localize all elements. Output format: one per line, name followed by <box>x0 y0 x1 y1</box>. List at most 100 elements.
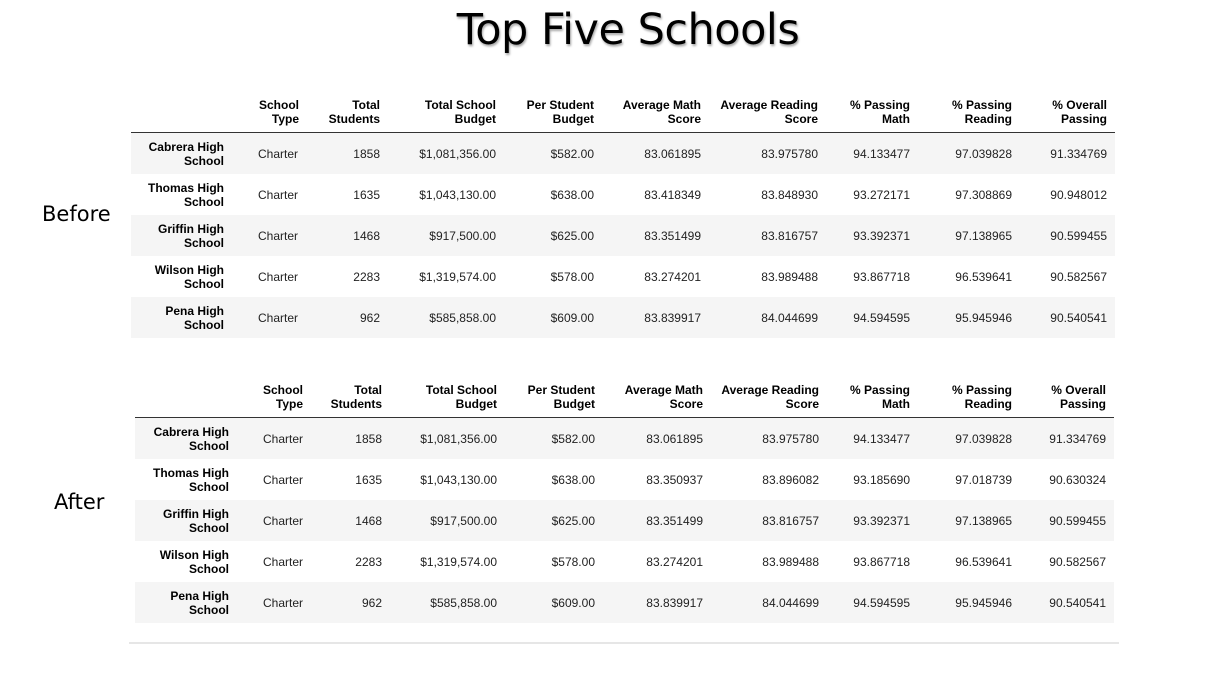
table-cell: 94.133477 <box>827 417 918 459</box>
table-cell: 94.594595 <box>826 297 918 338</box>
table-cell: 83.274201 <box>602 256 709 297</box>
school-name-text: Pena High <box>170 588 229 603</box>
table-cell: $582.00 <box>505 417 603 459</box>
table-row: Cabrera High School Charter 1858 $1,081,356.… <box>135 417 1114 459</box>
table-row: Thomas High School Charter 1635 $1,043,130.0… <box>135 459 1114 500</box>
table-row: Thomas High School Charter 1635 $1,043,130.0… <box>131 174 1115 215</box>
table-row: Griffin High School Charter 1468 $917,500.00… <box>135 500 1114 541</box>
table-cell: $582.00 <box>504 132 602 174</box>
column-header <box>131 96 232 133</box>
school-name-text: Wilson High <box>159 547 229 562</box>
table-cell: $1,043,130.00 <box>388 174 504 215</box>
column-header: % Passing Math <box>827 381 918 418</box>
table-cell: 90.540541 <box>1020 297 1115 338</box>
header-row: School Type Total Students Total School Budge… <box>131 96 1115 133</box>
table-cell: $585,858.00 <box>388 297 504 338</box>
column-header: Per Student Budget <box>504 96 602 133</box>
column-header-text: Score <box>785 397 819 411</box>
table-cell: $1,081,356.00 <box>390 417 505 459</box>
table-cell: 94.133477 <box>826 132 918 174</box>
after-table-header: School Type Total Students Total School Budge… <box>135 381 1114 418</box>
school-name-text: School <box>183 153 224 168</box>
after-label: After <box>54 490 105 514</box>
table-cell: $1,319,574.00 <box>390 541 505 582</box>
table-cell: $625.00 <box>505 500 603 541</box>
column-header: Average Reading Score <box>709 96 826 133</box>
table-cell: 1468 <box>311 500 390 541</box>
table-cell: 97.039828 <box>918 132 1020 174</box>
column-header-text: Reading <box>964 112 1012 126</box>
table-cell: 2283 <box>307 256 388 297</box>
table-cell: 83.350937 <box>603 459 711 500</box>
column-header-text: Reading <box>964 397 1012 411</box>
table-cell: 90.540541 <box>1020 582 1114 623</box>
column-header-text: Total <box>352 98 380 112</box>
table-cell: 95.945946 <box>918 297 1020 338</box>
table-cell: 1858 <box>307 132 388 174</box>
column-header-text: Passing <box>1059 397 1106 411</box>
school-name-text: School <box>183 235 224 250</box>
school-name-text: Thomas High <box>147 180 224 195</box>
table-cell: 83.816757 <box>709 215 826 256</box>
column-header: School Type <box>232 96 307 133</box>
after-table: School Type Total Students Total School Budge… <box>135 381 1114 623</box>
school-name-text: School <box>183 317 224 332</box>
before-table-header: School Type Total Students Total School Budge… <box>131 96 1115 133</box>
table-cell: 95.945946 <box>918 582 1020 623</box>
school-name: Griffin High School <box>131 215 232 256</box>
column-header: Average Math Score <box>603 381 711 418</box>
school-name: Cabrera High School <box>131 132 232 174</box>
table-cell: Charter <box>232 132 307 174</box>
table-cell: 93.272171 <box>826 174 918 215</box>
table-cell: 93.867718 <box>826 256 918 297</box>
table-cell: 83.418349 <box>602 174 709 215</box>
header-row: School Type Total Students Total School Budge… <box>135 381 1114 418</box>
column-header-text: Math <box>882 397 910 411</box>
table-cell: 83.989488 <box>709 256 826 297</box>
column-header: % Passing Math <box>826 96 918 133</box>
before-table: School Type Total Students Total School Budge… <box>131 96 1115 338</box>
table-cell: $1,319,574.00 <box>388 256 504 297</box>
table-cell: 96.539641 <box>918 541 1020 582</box>
table-cell: Charter <box>232 174 307 215</box>
table-row: Pena High School Charter 962 $585,858.00 $609… <box>135 582 1114 623</box>
column-header: Average Reading Score <box>711 381 827 418</box>
column-header-text: School <box>262 383 303 397</box>
table-row: Pena High School Charter 962 $585,858.00 $609… <box>131 297 1115 338</box>
table-cell: $578.00 <box>504 256 602 297</box>
column-header-text: Per Student <box>526 98 594 112</box>
table-cell: 1635 <box>307 174 388 215</box>
table-cell: $625.00 <box>504 215 602 256</box>
table-cell: 97.138965 <box>918 215 1020 256</box>
column-header-text: Total <box>354 383 382 397</box>
column-header-text: Average Math <box>624 383 703 397</box>
table-cell: 94.594595 <box>827 582 918 623</box>
table-cell: 83.274201 <box>603 541 711 582</box>
bottom-divider <box>129 642 1119 644</box>
column-header-text: Score <box>669 397 703 411</box>
table-cell: 90.582567 <box>1020 256 1115 297</box>
column-header-text: School <box>258 98 299 112</box>
table-cell: 1858 <box>311 417 390 459</box>
table-cell: 83.896082 <box>711 459 827 500</box>
column-header: Per Student Budget <box>505 381 603 418</box>
table-cell: Charter <box>232 215 307 256</box>
table-cell: 96.539641 <box>918 256 1020 297</box>
column-header-text: Per Student <box>527 383 595 397</box>
school-name-text: School <box>188 561 229 576</box>
table-cell: 83.816757 <box>711 500 827 541</box>
column-header-text: Students <box>328 112 380 126</box>
table-cell: Charter <box>232 256 307 297</box>
table-cell: $917,500.00 <box>390 500 505 541</box>
column-header <box>135 381 237 418</box>
table-cell: 83.975780 <box>709 132 826 174</box>
table-cell: $585,858.00 <box>390 582 505 623</box>
table-row: Griffin High School Charter 1468 $917,500.00… <box>131 215 1115 256</box>
table-cell: 83.839917 <box>602 297 709 338</box>
table-row: Wilson High School Charter 2283 $1,319,574.0… <box>135 541 1114 582</box>
table-cell: 93.392371 <box>827 500 918 541</box>
column-header: Average Math Score <box>602 96 709 133</box>
column-header-text: Average Reading <box>721 383 819 397</box>
column-header: Total School Budget <box>390 381 505 418</box>
column-header-text: Passing <box>1060 112 1107 126</box>
